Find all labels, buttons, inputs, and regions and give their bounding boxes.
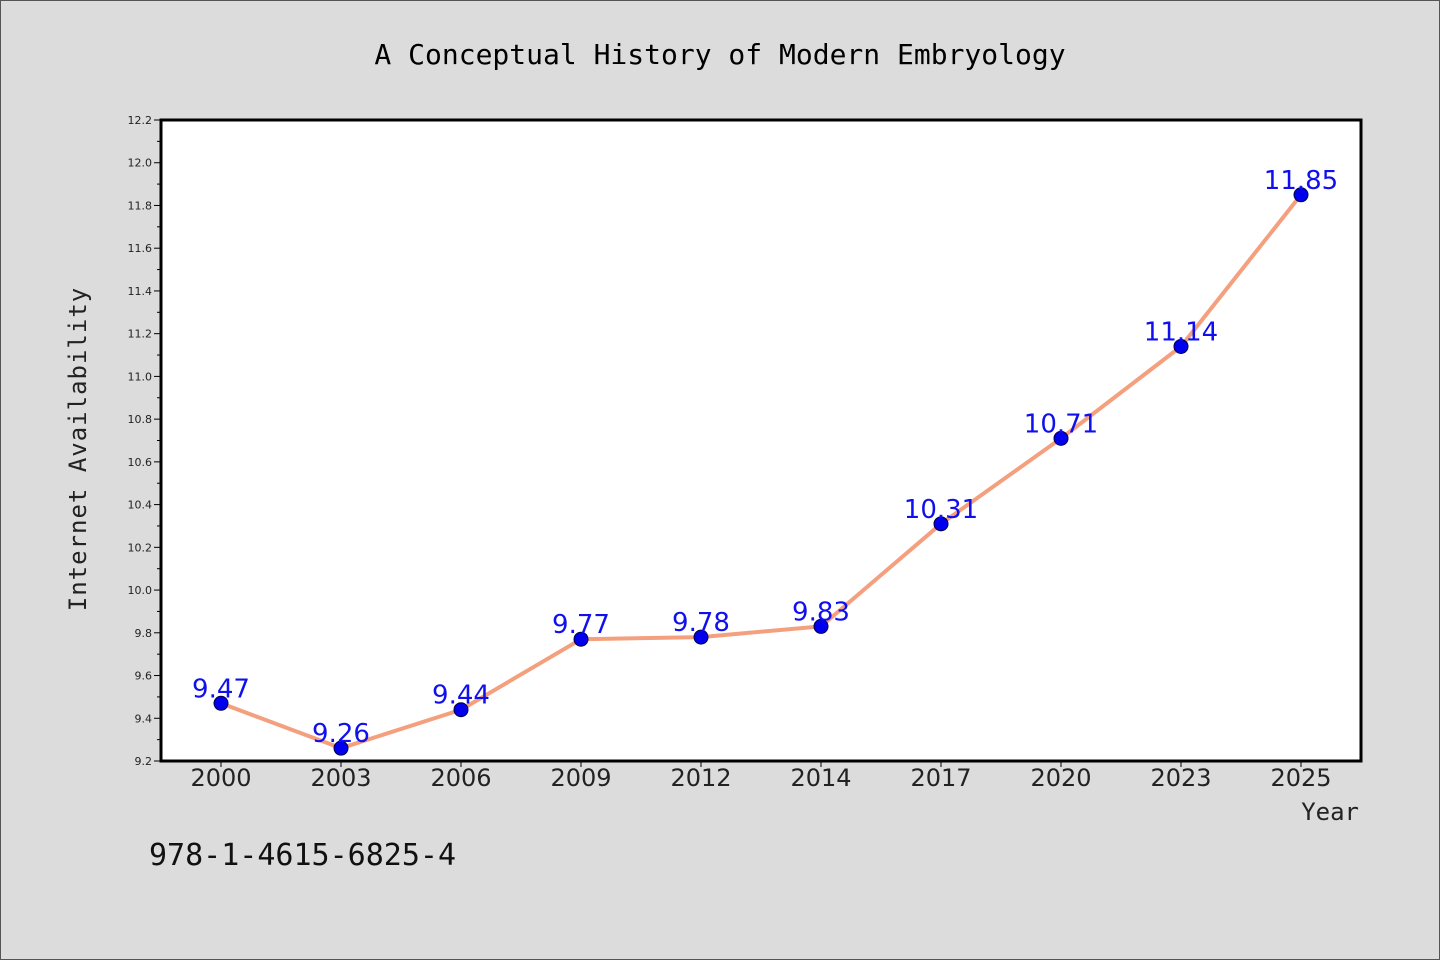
- x-tick-label: 2020: [1030, 764, 1091, 792]
- y-tick-label: 10.6: [128, 456, 153, 469]
- data-point-marker: [813, 618, 829, 634]
- data-point-marker: [1173, 338, 1189, 354]
- plot-area: [161, 120, 1361, 761]
- x-tick-label: 2009: [550, 764, 611, 792]
- y-tick-label: 11.8: [128, 199, 153, 212]
- series-line-group: [220, 193, 1303, 751]
- y-tick-label: 11.0: [128, 370, 153, 383]
- data-label: 11.14: [1144, 317, 1218, 347]
- data-point-marker: [1293, 187, 1309, 203]
- data-label: 10.31: [904, 495, 978, 525]
- x-axis-label: Year: [1301, 798, 1359, 826]
- data-point-marker: [933, 516, 949, 532]
- x-tick-label: 2006: [430, 764, 491, 792]
- x-tick-label: 2003: [310, 764, 371, 792]
- data-label: 9.77: [552, 610, 610, 640]
- x-tick-label: 2000: [190, 764, 251, 792]
- y-tick-label: 9.8: [135, 627, 153, 640]
- x-tick-label: 2025: [1270, 764, 1331, 792]
- chart-title: A Conceptual History of Modern Embryolog…: [374, 38, 1065, 71]
- data-point-marker: [453, 702, 469, 718]
- x-tick-label: 2012: [670, 764, 731, 792]
- series-line: [220, 193, 1303, 751]
- data-label: 9.47: [192, 674, 250, 704]
- data-label: 9.83: [792, 597, 850, 627]
- data-label: 11.85: [1264, 166, 1338, 196]
- data-point-marker: [1053, 430, 1069, 446]
- y-tick-label: 10.8: [128, 413, 153, 426]
- y-tick-label: 12.2: [128, 114, 153, 127]
- x-tick-label: 2023: [1150, 764, 1211, 792]
- data-point-marker: [333, 740, 349, 756]
- data-label: 10.71: [1024, 409, 1098, 439]
- y-tick-label: 9.2: [135, 755, 153, 768]
- y-tick-label: 10.4: [128, 499, 153, 512]
- x-tick-label: 2017: [910, 764, 971, 792]
- data-point-marker: [213, 695, 229, 711]
- y-axis-label: Internet Availability: [64, 287, 92, 611]
- data-label: 9.44: [432, 681, 490, 711]
- y-tick-label: 12.0: [128, 157, 153, 170]
- y-tick-label: 9.4: [135, 712, 153, 725]
- data-point-marker: [573, 631, 589, 647]
- data-label-group: 9.47 9.26 9.44 9.77 9.78 9.83 10.31 10.71 11.14 1…: [192, 166, 1338, 749]
- data-label: 9.78: [672, 608, 730, 638]
- x-tick-label: 2014: [790, 764, 851, 792]
- data-label: 9.26: [312, 719, 370, 749]
- plot-border: [159, 118, 1363, 763]
- y-tick-label: 10.0: [128, 584, 153, 597]
- data-point-marker: [693, 629, 709, 645]
- y-tick-label: 9.6: [135, 670, 153, 683]
- y-tick-label: 11.2: [128, 328, 153, 341]
- y-tick-label: 11.4: [128, 285, 153, 298]
- y-tick-label: 10.2: [128, 541, 153, 554]
- marker-group: [213, 187, 1309, 756]
- y-axis-ticks: 9.2 9.4 9.6 9.8 10.0 10.2 10.4 10.6 10.8 11.0 11.2…: [128, 114, 161, 768]
- x-axis-ticks: 2000 2003 2006 2009 2012 2014 2017 2020 2023 2025: [190, 761, 1332, 792]
- y-tick-label: 11.6: [128, 242, 153, 255]
- footnote-isbn: 978-1-4615-6825-4: [149, 838, 456, 873]
